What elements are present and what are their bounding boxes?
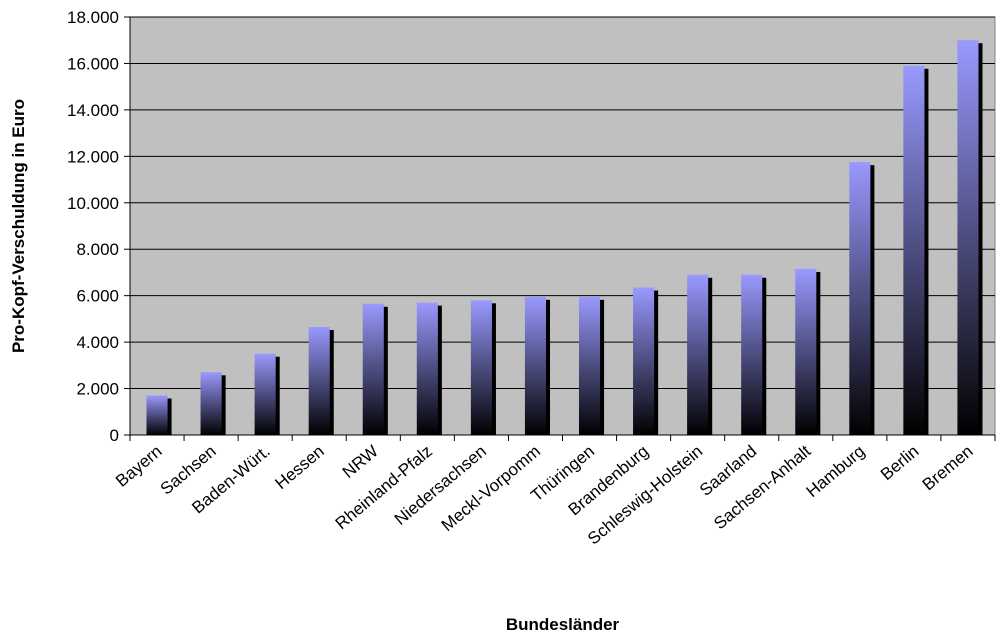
bar — [903, 65, 925, 436]
bar — [146, 395, 168, 435]
axes — [124, 16, 996, 441]
x-category-label: Hamburg — [803, 442, 869, 501]
y-tick-label: 4.000 — [76, 333, 119, 352]
y-tick-label: 18.000 — [67, 8, 119, 27]
x-category-label: Berlin — [877, 442, 923, 484]
bar — [362, 303, 384, 435]
y-tick-label: 6.000 — [76, 287, 119, 306]
bar — [687, 274, 709, 435]
bar — [578, 296, 601, 435]
bar — [741, 274, 763, 435]
bar — [308, 327, 330, 435]
y-tick-label: 12.000 — [67, 147, 119, 166]
y-tick-label: 2.000 — [76, 380, 119, 399]
y-axis-title: Pro-Kopf-Verschuldung in Euro — [9, 99, 28, 353]
x-category-label: Rheinland-Pfalz — [332, 442, 436, 534]
x-category-label: Sachsen-Anhalt — [710, 441, 814, 533]
y-tick-label: 16.000 — [67, 54, 119, 73]
x-axis-title: Bundesländer — [506, 615, 620, 634]
y-tick-label: 0 — [110, 426, 119, 445]
bar — [416, 302, 438, 435]
x-category-label: Meckl-Vorpomm — [438, 442, 544, 535]
y-tick-label: 10.000 — [67, 194, 119, 213]
bar — [470, 300, 492, 435]
x-category-label: Hessen — [271, 442, 327, 494]
bar — [849, 162, 871, 435]
bar — [957, 40, 979, 435]
y-tick-labels: 0 2.000 4.000 6.000 8.000 10.000 12.000 14.000 1… — [67, 8, 119, 445]
bars — [146, 40, 983, 436]
y-tick-label: 8.000 — [76, 240, 119, 259]
y-tick-label: 14.000 — [67, 101, 119, 120]
x-category-label: Bremen — [919, 442, 977, 495]
bar — [795, 268, 817, 435]
bar — [524, 296, 547, 435]
bar — [633, 287, 655, 435]
bar — [254, 353, 276, 435]
x-category-label: Niedersachsen — [391, 442, 490, 529]
bar — [200, 372, 222, 435]
x-category-label: NRW — [339, 442, 382, 482]
